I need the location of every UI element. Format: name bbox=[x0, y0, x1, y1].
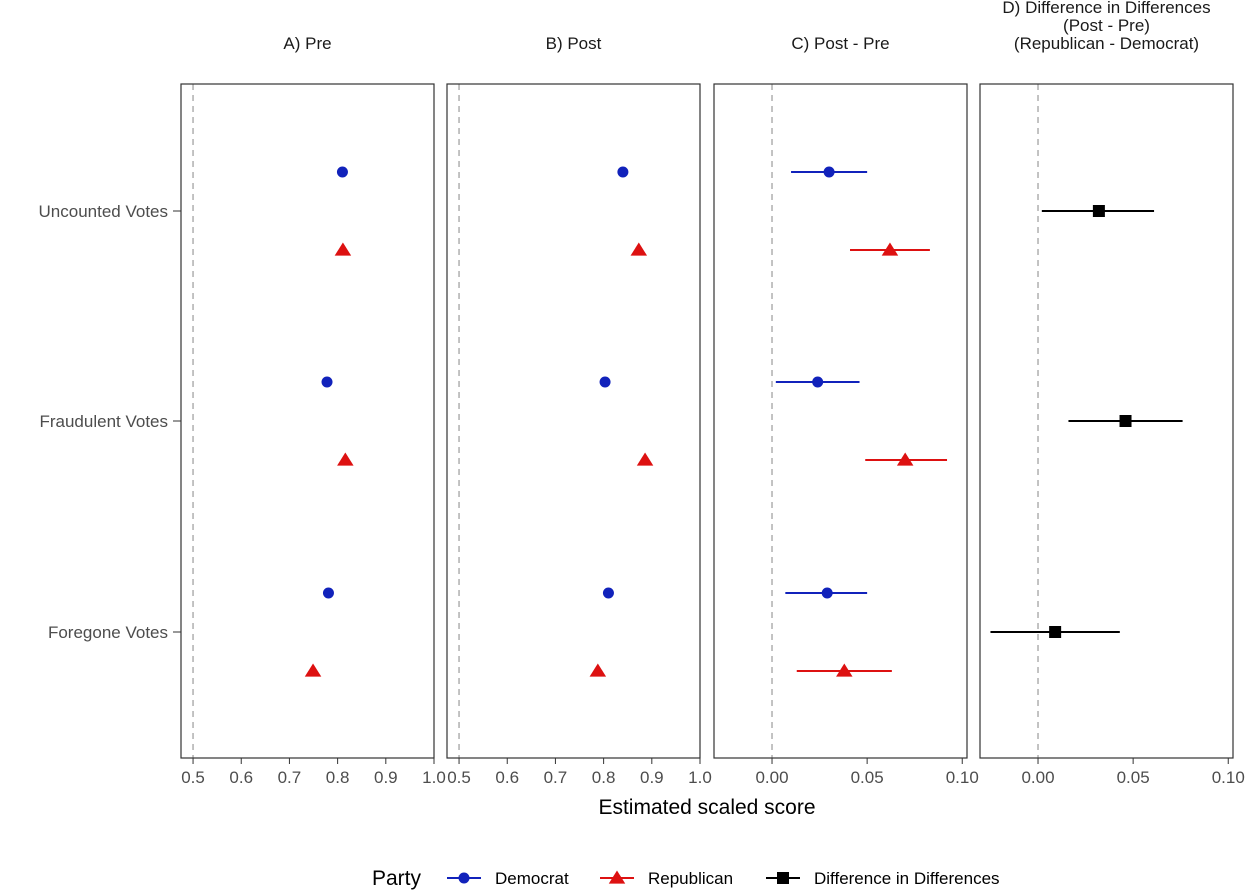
point-republican-foregone-votes bbox=[304, 663, 322, 677]
panel-title: (Post - Pre) bbox=[1063, 16, 1150, 35]
x-tick-label: 0.9 bbox=[374, 768, 398, 787]
x-tick-label: 1.0 bbox=[688, 768, 712, 787]
x-tick-label: 0.05 bbox=[1117, 768, 1150, 787]
panel-title: A) Pre bbox=[283, 34, 331, 53]
panel-4: D) Difference in Differences(Post - Pre)… bbox=[979, 0, 1245, 787]
point-democrat-uncounted-votes bbox=[617, 166, 629, 178]
point-republican-uncounted-votes bbox=[334, 242, 352, 256]
panel-3: C) Post - Pre 0.00 0.05 0.10 bbox=[713, 34, 979, 787]
point-democrat-foregone-votes bbox=[821, 587, 833, 599]
x-tick-label: 0.10 bbox=[1212, 768, 1245, 787]
panel-title: C) Post - Pre bbox=[791, 34, 889, 53]
x-tick-label: 0.00 bbox=[755, 768, 788, 787]
point-democrat-fraudulent-votes bbox=[321, 376, 333, 388]
x-tick-label: 0.10 bbox=[946, 768, 979, 787]
point-republican-foregone-votes bbox=[836, 663, 853, 677]
point-republican-fraudulent-votes bbox=[636, 452, 654, 466]
point-democrat-fraudulent-votes bbox=[599, 376, 611, 388]
point-difference-in-differences-uncounted-votes bbox=[1092, 205, 1105, 217]
point-democrat-uncounted-votes bbox=[336, 166, 348, 178]
x-tick-label: 0.9 bbox=[640, 768, 664, 787]
legend-key-circle bbox=[458, 872, 470, 884]
panel-2: B) Post 0.5 0.6 0.7 0.8 0.9 1.0 bbox=[446, 34, 712, 787]
point-democrat-foregone-votes bbox=[602, 587, 614, 599]
panel-1: A) Pre 0.5 0.6 0.7 0.8 0.9 1.0 bbox=[180, 34, 446, 787]
panel-border bbox=[446, 83, 701, 759]
x-tick-label: 0.5 bbox=[447, 768, 471, 787]
point-democrat-uncounted-votes bbox=[823, 166, 835, 178]
x-tick-label: 0.6 bbox=[495, 768, 519, 787]
panel-border bbox=[979, 83, 1234, 759]
point-republican-uncounted-votes bbox=[630, 242, 648, 256]
legend: Party Democrat Republican Difference in Dif… bbox=[372, 867, 1000, 890]
legend-title: Party bbox=[372, 867, 422, 890]
point-republican-fraudulent-votes bbox=[337, 452, 354, 466]
panel-border bbox=[180, 83, 435, 759]
point-republican-uncounted-votes bbox=[881, 242, 899, 256]
legend-label: Republican bbox=[648, 869, 733, 888]
x-tick-label: 0.8 bbox=[326, 768, 350, 787]
legend-entry-republican: Republican bbox=[600, 869, 733, 888]
legend-entry-difference-in-differences: Difference in Differences bbox=[766, 869, 1000, 888]
point-difference-in-differences-foregone-votes bbox=[1049, 626, 1062, 638]
point-difference-in-differences-fraudulent-votes bbox=[1119, 415, 1132, 427]
x-axis-label: Estimated scaled score bbox=[598, 796, 815, 819]
legend-key-square bbox=[777, 872, 789, 884]
x-tick-label: 0.7 bbox=[278, 768, 302, 787]
x-tick-label: 0.5 bbox=[181, 768, 205, 787]
legend-label: Difference in Differences bbox=[814, 869, 1000, 888]
legend-entry-democrat: Democrat bbox=[447, 869, 569, 888]
x-tick-label: 0.6 bbox=[229, 768, 253, 787]
x-tick-label: 0.05 bbox=[851, 768, 884, 787]
x-tick-label: 0.8 bbox=[592, 768, 616, 787]
point-democrat-fraudulent-votes bbox=[812, 376, 824, 388]
panel-border bbox=[713, 83, 968, 759]
x-tick-label: 0.00 bbox=[1021, 768, 1054, 787]
panel-title: D) Difference in Differences bbox=[1002, 0, 1210, 17]
category-label-uncounted-votes: Uncounted Votes bbox=[39, 202, 168, 221]
point-republican-fraudulent-votes bbox=[896, 452, 914, 466]
point-democrat-foregone-votes bbox=[322, 587, 334, 599]
category-label-foregone-votes: Foregone Votes bbox=[48, 623, 168, 642]
legend-key-triangle bbox=[608, 870, 626, 884]
category-label-fraudulent-votes: Fraudulent Votes bbox=[39, 412, 168, 431]
x-tick-label: 0.7 bbox=[544, 768, 568, 787]
legend-label: Democrat bbox=[495, 869, 569, 888]
x-tick-label: 1.0 bbox=[422, 768, 446, 787]
point-republican-foregone-votes bbox=[589, 663, 607, 677]
panel-title: B) Post bbox=[546, 34, 602, 53]
panel-title: (Republican - Democrat) bbox=[1014, 34, 1199, 53]
